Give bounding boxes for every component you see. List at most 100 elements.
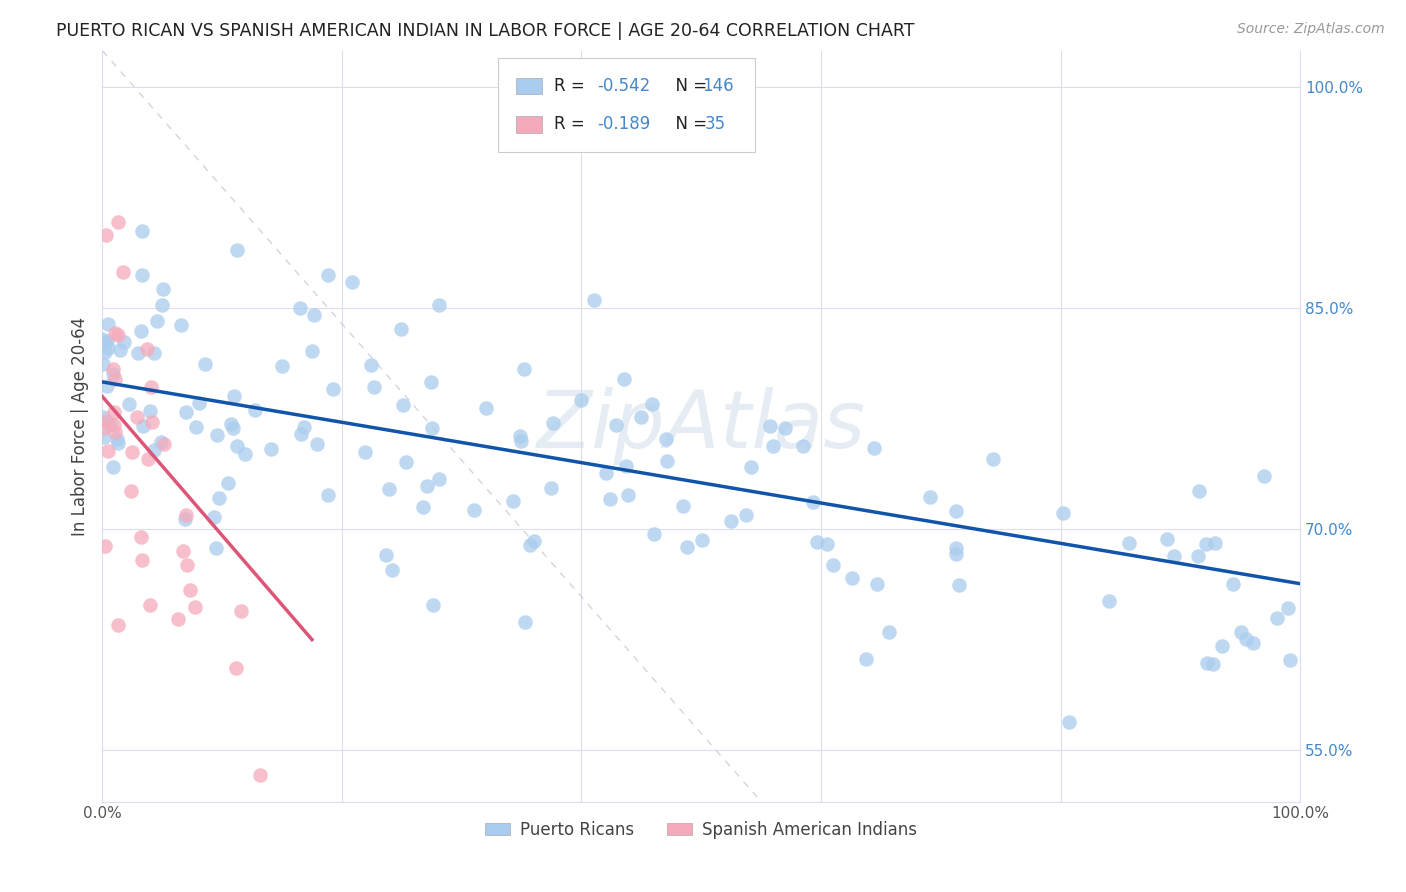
Point [93, 539, 115, 553]
Point [354, 444, 377, 458]
Point [1187, 549, 1209, 563]
Point [105, 432, 128, 446]
Text: -0.189: -0.189 [598, 115, 651, 133]
Point [118, 397, 141, 411]
Point [290, 301, 312, 315]
Point [131, 268, 153, 283]
Point [773, 420, 796, 434]
Point [103, 404, 125, 418]
Point [217, 476, 239, 491]
Point [759, 419, 782, 434]
Point [104, 425, 127, 439]
Point [1057, 715, 1080, 730]
Point [509, 428, 531, 442]
Point [815, 536, 838, 550]
Point [513, 615, 536, 629]
Point [225, 439, 247, 453]
Point [614, 458, 637, 473]
Point [219, 417, 242, 431]
Text: N =: N = [665, 115, 713, 133]
Point [392, 398, 415, 412]
Point [316, 488, 339, 502]
Point [1253, 468, 1275, 483]
Point [259, 442, 281, 457]
Point [1195, 537, 1218, 551]
Point [121, 445, 143, 459]
Point [1279, 653, 1302, 667]
Point [184, 420, 207, 434]
Point [918, 490, 941, 504]
Point [630, 410, 652, 425]
Point [640, 397, 662, 411]
Point [103, 367, 125, 381]
Point [740, 460, 762, 475]
Point [945, 504, 967, 518]
Point [292, 420, 315, 434]
Point [823, 558, 845, 573]
Point [141, 415, 163, 429]
Point [94, 227, 117, 242]
Point [541, 417, 564, 431]
Point [107, 328, 129, 343]
Point [233, 446, 256, 460]
Point [865, 576, 887, 591]
Point [152, 282, 174, 296]
Point [422, 598, 444, 612]
Point [96, 379, 118, 393]
Point [1236, 632, 1258, 647]
Point [183, 600, 205, 615]
Point [801, 495, 824, 509]
Point [104, 326, 127, 340]
Point [302, 308, 325, 322]
Point [463, 503, 485, 517]
Point [202, 509, 225, 524]
Text: PUERTO RICAN VS SPANISH AMERICAN INDIAN IN LABOR FORCE | AGE 20-64 CORRELATION C: PUERTO RICAN VS SPANISH AMERICAN INDIAN … [56, 22, 915, 40]
Point [1277, 601, 1299, 615]
Point [221, 421, 243, 435]
Point [101, 460, 124, 475]
Point [96, 334, 118, 348]
Point [569, 393, 592, 408]
Point [149, 435, 172, 450]
Text: 35: 35 [704, 115, 725, 133]
Point [657, 454, 679, 468]
Point [582, 293, 605, 307]
Point [1222, 577, 1244, 591]
Text: 146: 146 [703, 77, 734, 95]
Point [1163, 549, 1185, 564]
Point [643, 526, 665, 541]
Point [153, 437, 176, 451]
Point [226, 244, 249, 258]
Point [96, 414, 118, 428]
Point [595, 466, 617, 480]
Point [605, 418, 627, 433]
Point [194, 357, 217, 371]
Point [1188, 483, 1211, 498]
Text: N =: N = [665, 77, 713, 95]
Point [174, 508, 197, 523]
Point [416, 479, 439, 493]
Point [249, 768, 271, 782]
FancyBboxPatch shape [498, 58, 755, 152]
Point [136, 452, 159, 467]
Point [170, 318, 193, 333]
Point [107, 215, 129, 229]
Point [129, 530, 152, 544]
Point [389, 322, 412, 336]
Point [519, 538, 541, 552]
Point [104, 372, 127, 386]
Point [1156, 532, 1178, 546]
Point [208, 491, 231, 505]
Point [301, 344, 323, 359]
Point [340, 275, 363, 289]
Point [94, 336, 117, 351]
Point [139, 404, 162, 418]
Point [378, 482, 401, 496]
Point [692, 533, 714, 548]
Point [863, 442, 886, 456]
Point [103, 417, 125, 432]
Point [877, 625, 900, 640]
Text: Source: ZipAtlas.com: Source: ZipAtlas.com [1237, 22, 1385, 37]
Point [290, 427, 312, 442]
Point [617, 488, 640, 502]
